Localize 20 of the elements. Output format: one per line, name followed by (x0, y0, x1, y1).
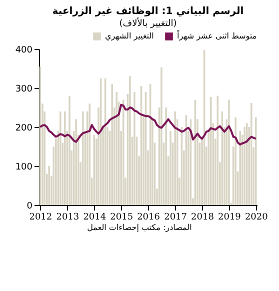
y-tick-label: 100 (15, 162, 33, 172)
x-tick-label: 2016 (137, 212, 160, 222)
y-tick-label: 0 (26, 202, 33, 212)
x-tick-label: 2012 (29, 212, 52, 222)
x-tick-label: 2018 (191, 212, 214, 222)
x-tick-label: 2017 (164, 212, 188, 222)
legend-label: التغيير الشهري (105, 31, 154, 40)
x-tick-label: 2014 (83, 212, 106, 222)
line-series (39, 104, 257, 146)
legend-label: متوسط اثنى عشر شهراً (176, 30, 257, 40)
text: المصادر: مكتب إحصاءات العمل (86, 223, 193, 232)
x-tick-label: 2015 (110, 212, 134, 222)
chart-subtitle: (التغيير بالألاف) (119, 17, 177, 29)
x-tick-label: 2019 (218, 212, 242, 222)
y-tick-label: 200 (15, 124, 33, 134)
chart-title: الرسم البياني 1: الوظائف غير الزراعية (52, 6, 244, 17)
y-tick-label: 300 (15, 84, 33, 94)
x-tick-label: 2013 (56, 212, 80, 222)
y-tick-label: 400 (15, 46, 33, 56)
x-tick-label: 2020 (244, 212, 268, 222)
